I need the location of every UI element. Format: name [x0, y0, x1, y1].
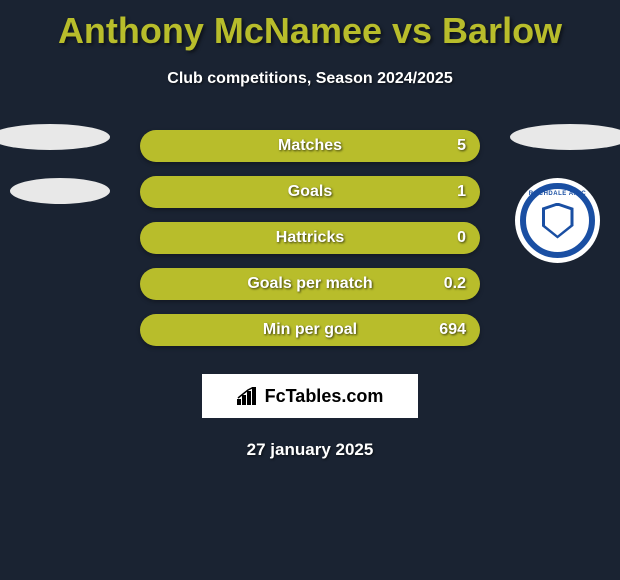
footer-date: 27 january 2025 — [0, 440, 620, 460]
stat-bar-min-per-goal: Min per goal 694 — [140, 314, 480, 346]
badge-text-bottom: THE DALE — [526, 244, 589, 250]
stat-bar-matches: Matches 5 — [140, 130, 480, 162]
stat-bar-goals-per-match: Goals per match 0.2 — [140, 268, 480, 300]
decoration-ellipse-left-2 — [10, 178, 110, 204]
stat-value: 0 — [457, 229, 466, 247]
stat-value: 5 — [457, 137, 466, 155]
badge-shield-icon — [542, 203, 574, 239]
branding-box[interactable]: FcTables.com — [202, 374, 418, 418]
stat-label: Min per goal — [263, 321, 357, 339]
stat-value: 1 — [457, 183, 466, 201]
stat-value: 694 — [439, 321, 466, 339]
decoration-ellipse-right — [510, 124, 620, 150]
stat-label: Matches — [278, 137, 342, 155]
page-title: Anthony McNamee vs Barlow — [0, 0, 620, 52]
bar-chart-icon — [237, 387, 259, 405]
stat-bar-hattricks: Hattricks 0 — [140, 222, 480, 254]
badge-text-top: ROCHDALE A.F.C — [526, 191, 589, 197]
stat-label: Hattricks — [276, 229, 344, 247]
branding-text: FcTables.com — [265, 386, 384, 407]
page-subtitle: Club competitions, Season 2024/2025 — [0, 70, 620, 88]
stat-bar-goals: Goals 1 — [140, 176, 480, 208]
club-badge: ROCHDALE A.F.C THE DALE — [515, 178, 600, 263]
stat-label: Goals — [288, 183, 332, 201]
stat-value: 0.2 — [444, 275, 466, 293]
club-badge-inner: ROCHDALE A.F.C THE DALE — [520, 183, 595, 258]
stat-label: Goals per match — [247, 275, 372, 293]
